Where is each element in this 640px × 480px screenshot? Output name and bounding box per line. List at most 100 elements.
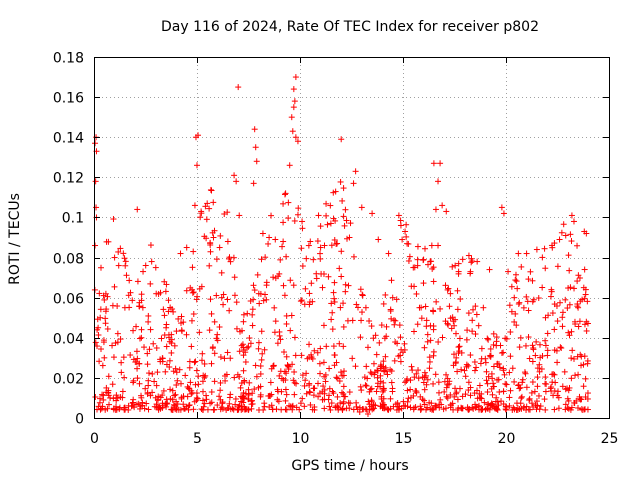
scatter-point xyxy=(424,338,431,345)
scatter-point xyxy=(336,265,343,272)
scatter-point xyxy=(430,278,437,285)
scatter-point xyxy=(258,328,265,335)
scatter-point xyxy=(414,243,421,250)
scatter-point xyxy=(286,402,293,409)
scatter-point xyxy=(357,383,364,390)
scatter-point xyxy=(455,260,462,267)
scatter-point xyxy=(391,321,398,328)
scatter-point xyxy=(490,383,497,390)
scatter-point xyxy=(299,225,306,232)
scatter-point xyxy=(522,370,529,377)
scatter-point xyxy=(95,332,102,339)
scatter-point xyxy=(162,368,169,375)
scatter-point xyxy=(535,392,542,399)
scatter-point xyxy=(533,398,540,405)
scatter-point xyxy=(104,405,111,412)
scatter-point xyxy=(293,404,300,411)
scatter-point xyxy=(306,380,313,387)
scatter-point xyxy=(138,326,145,333)
scatter-point xyxy=(407,386,414,393)
scatter-point xyxy=(291,334,298,341)
scatter-point xyxy=(418,315,425,322)
scatter-point xyxy=(582,406,589,413)
scatter-point xyxy=(255,384,262,391)
scatter-point xyxy=(323,212,330,219)
scatter-point xyxy=(519,376,526,383)
scatter-point xyxy=(493,403,500,410)
scatter-point xyxy=(507,329,514,336)
scatter-point xyxy=(433,298,440,305)
scatter-point xyxy=(285,199,292,206)
scatter-point xyxy=(539,352,546,359)
scatter-point xyxy=(155,393,162,400)
scatter-point xyxy=(177,250,184,257)
scatter-point xyxy=(183,287,190,294)
scatter-point xyxy=(397,358,404,365)
scatter-point xyxy=(513,278,520,285)
scatter-point xyxy=(507,387,514,394)
scatter-point xyxy=(548,286,555,293)
scatter-point xyxy=(97,264,104,271)
scatter-point xyxy=(240,367,247,374)
scatter-point xyxy=(285,362,292,369)
scatter-point xyxy=(515,301,522,308)
scatter-point xyxy=(551,406,558,413)
scatter-point xyxy=(331,279,338,286)
scatter-point xyxy=(320,322,327,329)
scatter-point xyxy=(574,278,581,285)
scatter-point xyxy=(167,386,174,393)
scatter-point xyxy=(306,388,313,395)
scatter-point xyxy=(301,403,308,410)
scatter-point xyxy=(332,188,339,195)
scatter-point xyxy=(208,187,215,194)
scatter-point xyxy=(297,400,304,407)
scatter-point xyxy=(283,391,290,398)
scatter-point xyxy=(560,221,567,228)
scatter-point xyxy=(543,381,550,388)
scatter-point xyxy=(331,352,338,359)
scatter-point xyxy=(120,250,127,257)
y-tick-label: 0.14 xyxy=(53,131,84,147)
scatter-point xyxy=(160,306,167,313)
scatter-point xyxy=(503,335,510,342)
y-tick-label: 0.18 xyxy=(53,51,84,67)
scatter-point xyxy=(201,400,208,407)
scatter-point xyxy=(496,364,503,371)
scatter-point xyxy=(257,362,264,369)
scatter-point xyxy=(530,403,537,410)
scatter-point xyxy=(388,379,395,386)
scatter-point xyxy=(559,309,566,316)
scatter-point xyxy=(391,357,398,364)
scatter-point xyxy=(368,385,375,392)
scatter-point xyxy=(144,350,151,357)
scatter-point xyxy=(462,373,469,380)
scatter-point xyxy=(240,344,247,351)
scatter-point xyxy=(526,395,533,402)
scatter-point xyxy=(173,382,180,389)
scatter-point xyxy=(345,399,352,406)
scatter-point xyxy=(426,365,433,372)
scatter-point xyxy=(421,386,428,393)
scatter-point xyxy=(150,340,157,347)
scatter-point xyxy=(329,309,336,316)
scatter-point xyxy=(288,312,295,319)
scatter-point xyxy=(522,342,529,349)
scatter-point xyxy=(326,385,333,392)
scatter-point xyxy=(188,317,195,324)
scatter-point xyxy=(465,387,472,394)
scatter-point xyxy=(437,160,444,167)
scatter-point xyxy=(402,228,409,235)
scatter-point xyxy=(446,378,453,385)
scatter-point xyxy=(323,343,330,350)
scatter-point xyxy=(508,283,515,290)
scatter-point xyxy=(454,287,461,294)
x-axis-label: GPS time / hours xyxy=(291,458,408,474)
scatter-point xyxy=(381,335,388,342)
scatter-point xyxy=(427,337,434,344)
scatter-point xyxy=(555,405,562,412)
scatter-point xyxy=(404,375,411,382)
scatter-point xyxy=(506,302,513,309)
scatter-point xyxy=(571,355,578,362)
scatter-point xyxy=(237,328,244,335)
scatter-point xyxy=(193,394,200,401)
